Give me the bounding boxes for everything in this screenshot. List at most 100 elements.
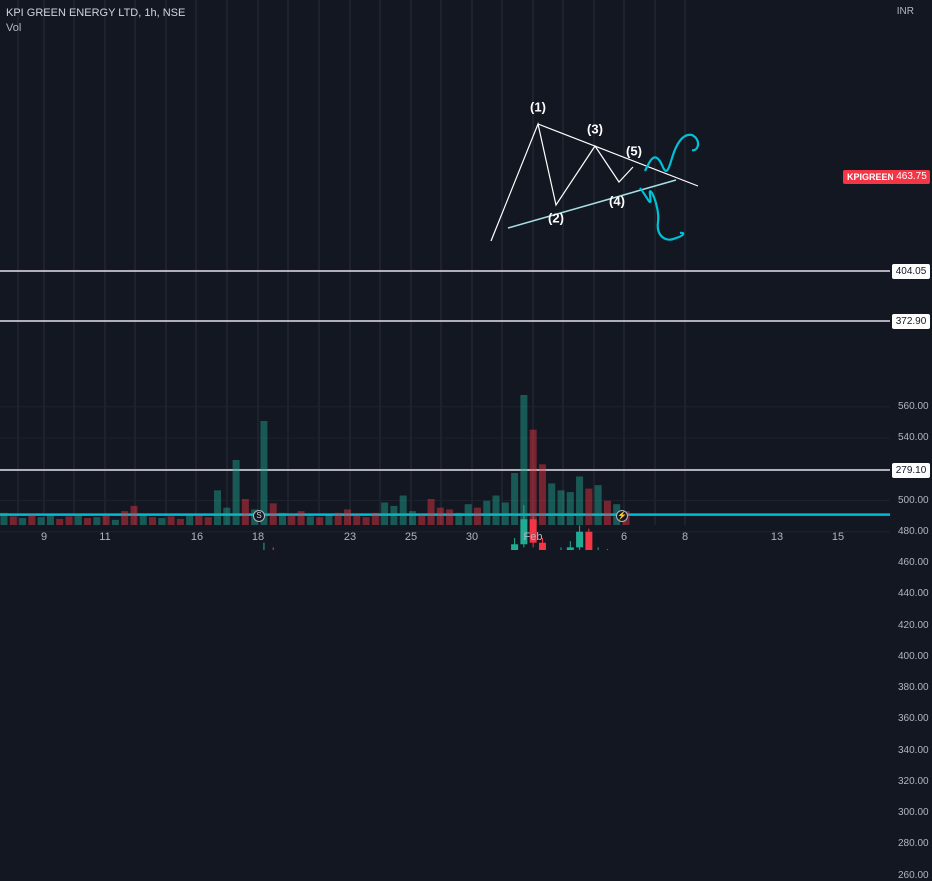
volume-bar — [446, 509, 454, 525]
volume-bar — [37, 517, 45, 525]
price-tick-label: 460.00 — [898, 557, 929, 568]
volume-bar — [603, 500, 611, 525]
volume-bar — [74, 513, 82, 525]
time-tick-label: 9 — [40, 531, 48, 543]
volume-bar — [269, 503, 277, 525]
price-tick-label: 380.00 — [898, 682, 929, 693]
volume-bar — [9, 516, 17, 525]
time-tick-label: 11 — [99, 531, 111, 543]
volume-bar — [260, 421, 268, 525]
volume-bar — [167, 516, 175, 525]
candle-body — [566, 547, 574, 550]
volume-bar — [195, 515, 203, 525]
volume-bar — [427, 499, 435, 525]
volume-bar — [176, 518, 184, 525]
candle-body — [511, 544, 519, 550]
chart-legend: KPI GREEN ENERGY LTD, 1h, NSE Vol — [6, 6, 185, 36]
bullish-scenario-arrow — [643, 133, 700, 172]
volume-bar — [473, 507, 481, 525]
volume-bar — [279, 512, 287, 525]
volume-bar — [102, 515, 110, 525]
price-tick-label: 360.00 — [898, 713, 929, 725]
level-tag-279: 279.10 — [892, 463, 930, 478]
symbol-title[interactable]: KPI GREEN ENERGY LTD, 1h, NSE — [6, 7, 186, 19]
volume-bar — [46, 515, 54, 525]
volume-bar — [548, 483, 556, 525]
currency-label: INR — [896, 6, 914, 17]
volume-bar — [186, 514, 194, 525]
volume-bar — [306, 516, 314, 525]
volume-bar — [130, 505, 138, 525]
wave-label-2: (2) — [548, 210, 564, 226]
volume-bar — [594, 485, 602, 525]
volume-bar — [371, 512, 379, 525]
wave-label-4: (4) — [609, 193, 625, 209]
wave-label-1: (1) — [530, 99, 546, 115]
volume-bar — [28, 514, 36, 525]
candle-body — [585, 531, 593, 550]
volume-bar — [65, 516, 73, 525]
level-tag-372: 372.90 — [892, 314, 930, 329]
wave-label-5: (5) — [626, 143, 642, 159]
price-tick-label: 300.00 — [898, 807, 929, 818]
price-tick-label: 500.00 — [898, 494, 929, 506]
volume-bar — [585, 488, 593, 525]
volume-bar — [566, 492, 574, 525]
time-tick-label: 15 — [831, 531, 845, 543]
volume-bar — [436, 507, 444, 525]
time-tick-label: 18 — [251, 531, 265, 543]
volume-bar — [325, 515, 333, 525]
price-tick-label: 480.00 — [898, 525, 929, 537]
price-tick-label: 280.00 — [898, 838, 929, 850]
price-tick-label: 540.00 — [898, 432, 929, 443]
volume-bar — [418, 514, 426, 525]
price-tick-label: 340.00 — [898, 744, 929, 756]
candle-body — [520, 519, 528, 545]
volume-bar — [390, 505, 398, 525]
elliott-wave-path — [490, 121, 634, 242]
volume-bar — [464, 504, 472, 525]
ticker-tag: KPIGREEN — [843, 170, 899, 184]
volume-bar — [408, 511, 416, 525]
triangle-upper-line — [537, 123, 699, 187]
volume-bar — [353, 514, 361, 525]
last-price-tag: 463.75 — [893, 170, 930, 184]
volume-bar — [56, 518, 64, 525]
volume-bar — [501, 502, 509, 525]
split-marker[interactable]: S — [253, 510, 265, 522]
time-tick-label: 6 — [620, 531, 628, 543]
volume-bar — [241, 499, 249, 525]
time-tick-label: Feb — [523, 531, 543, 543]
volume-bar — [232, 460, 240, 525]
volume-bar — [223, 507, 231, 525]
price-tick-label: 420.00 — [898, 619, 929, 631]
price-chart[interactable] — [0, 0, 932, 550]
price-tick-label: 560.00 — [898, 400, 929, 412]
time-tick-label: 23 — [343, 531, 357, 543]
volume-bar — [214, 490, 222, 525]
volume-bar — [297, 511, 305, 525]
volume-bar — [362, 517, 370, 525]
volume-bar — [93, 517, 101, 525]
volume-bar — [139, 514, 147, 525]
volume-bar — [149, 517, 157, 525]
volume-bar — [538, 464, 546, 525]
candle-body — [529, 519, 537, 543]
event-marker-icon[interactable]: ⚡ — [616, 510, 628, 522]
volume-bar — [19, 518, 27, 525]
volume-bar — [557, 490, 565, 525]
candle-body — [538, 542, 546, 550]
volume-bar — [399, 495, 407, 525]
bearish-scenario-arrow — [639, 187, 685, 241]
price-tick-label: 320.00 — [898, 775, 929, 787]
volume-bar — [288, 514, 296, 525]
volume-bar — [204, 517, 212, 525]
volume-bar — [343, 509, 351, 525]
volume-bar — [84, 518, 92, 525]
volume-bar — [111, 519, 119, 525]
level-tag-404: 404.05 — [892, 264, 930, 279]
price-tick-label: 400.00 — [898, 650, 929, 662]
volume-bar — [316, 517, 324, 525]
volume-bar — [455, 512, 463, 525]
volume-bar — [520, 395, 528, 525]
